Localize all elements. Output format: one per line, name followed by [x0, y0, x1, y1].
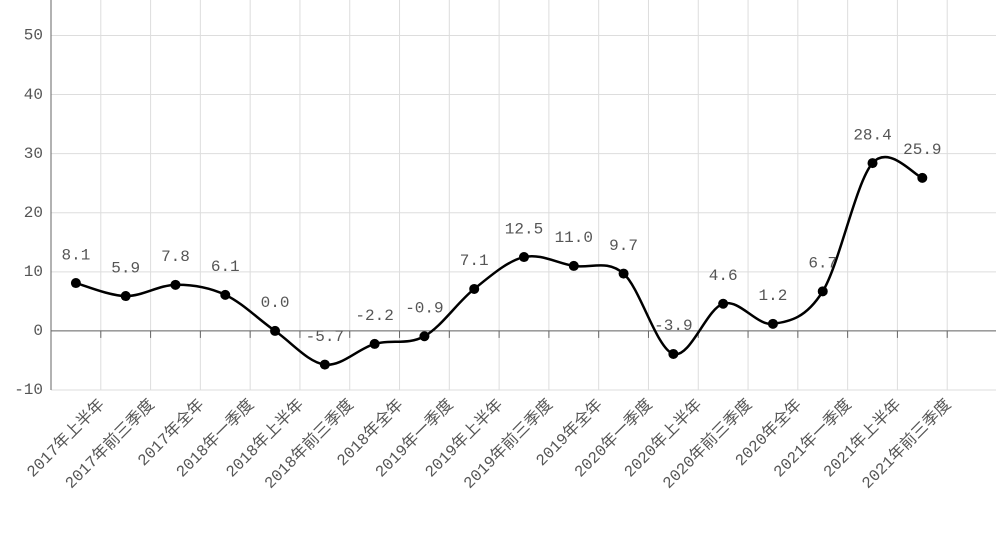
- point: [419, 331, 430, 342]
- point: [469, 283, 480, 294]
- y-tick-label: 50: [24, 27, 43, 45]
- x-tick-label: 2021年前三季度: [858, 395, 955, 492]
- point: [917, 172, 928, 183]
- data-label: 4.6: [709, 267, 738, 285]
- point: [369, 338, 380, 349]
- data-label: -3.9: [654, 317, 692, 335]
- x-tick-label: 2017年前三季度: [61, 395, 158, 492]
- point: [668, 348, 679, 359]
- data-label: 6.7: [808, 255, 837, 273]
- data-label: 7.8: [161, 248, 190, 266]
- point: [767, 318, 778, 329]
- point: [120, 291, 131, 302]
- y-tick-label: 0: [33, 322, 43, 340]
- data-label: 7.1: [460, 252, 489, 270]
- point: [270, 325, 281, 336]
- y-tick-label: 10: [24, 263, 43, 281]
- data-label: 5.9: [111, 259, 140, 277]
- y-tick-label: 40: [24, 86, 43, 104]
- data-label: -2.2: [355, 307, 393, 325]
- x-tick-label: 2020年前三季度: [659, 395, 756, 492]
- data-label: 8.1: [61, 246, 90, 264]
- point: [319, 359, 330, 370]
- data-label: 1.2: [759, 287, 788, 305]
- point: [867, 158, 878, 169]
- data-label: 11.0: [555, 229, 593, 247]
- data-label: 0.0: [261, 294, 290, 312]
- point: [70, 278, 81, 289]
- point: [718, 298, 729, 309]
- point: [817, 286, 828, 297]
- data-label: 6.1: [211, 258, 240, 276]
- x-tick-label: 2018年前三季度: [261, 395, 358, 492]
- data-label: -0.9: [405, 299, 443, 317]
- data-label: 9.7: [609, 237, 638, 255]
- y-tick-label: 30: [24, 145, 43, 163]
- data-label: 12.5: [505, 220, 543, 238]
- data-label: 28.4: [853, 126, 891, 144]
- point: [568, 260, 579, 271]
- point: [519, 252, 529, 263]
- y-tick-label: 20: [24, 204, 43, 222]
- data-label: -5.7: [306, 328, 344, 346]
- data-label: 25.9: [903, 141, 941, 159]
- point: [618, 268, 629, 279]
- x-tick-label: 2019年前三季度: [460, 395, 557, 492]
- point: [170, 279, 181, 290]
- y-tick-label: -10: [14, 381, 43, 399]
- point: [220, 289, 231, 300]
